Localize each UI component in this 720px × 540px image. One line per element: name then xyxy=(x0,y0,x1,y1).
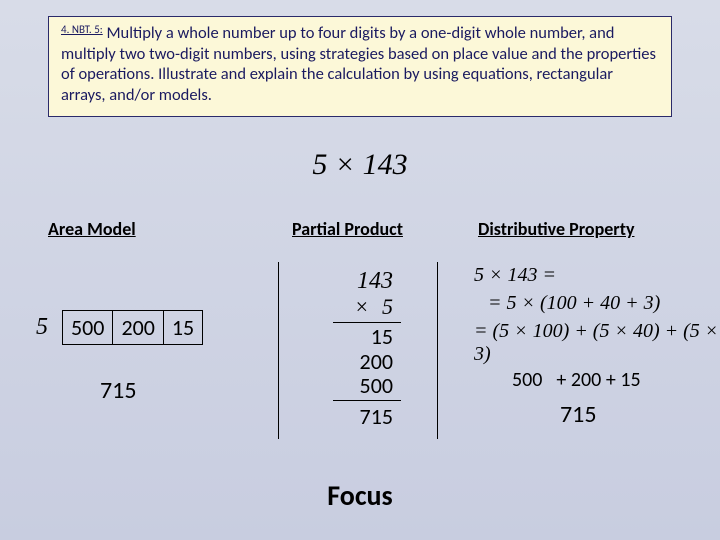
distributive-heading: Distributive Property xyxy=(478,218,634,240)
area-model-heading: Area Model xyxy=(48,218,136,240)
pp-partial: 15 xyxy=(279,325,437,349)
dist-sum-500: 500 xyxy=(512,368,542,392)
times-icon: × xyxy=(356,294,368,319)
area-cell: 500 xyxy=(63,311,113,345)
area-model-total: 715 xyxy=(100,376,137,405)
area-cell: 200 xyxy=(113,311,163,345)
standard-box: 4. NBT. 5: Multiply a whole number up to… xyxy=(48,16,672,117)
focus-label: Focus xyxy=(0,478,720,513)
area-cell: 15 xyxy=(163,311,202,345)
pp-multiplier: 5 xyxy=(382,294,393,319)
pp-multiplicand: 143 xyxy=(279,268,437,294)
main-expression: 5 × 143 xyxy=(0,148,720,182)
pp-total: 715 xyxy=(279,405,437,429)
table-row: 500 200 15 xyxy=(63,311,203,345)
dist-line3: = (5 × 100) + (5 × 40) + (5 × 3) xyxy=(474,320,720,366)
dist-line2: = 5 × (100 + 40 + 3) xyxy=(488,292,660,315)
area-model-table: 500 200 15 xyxy=(62,310,203,345)
dist-line1: 5 × 143 = xyxy=(474,264,556,287)
pp-partial: 200 xyxy=(279,350,437,374)
dist-sum: 500 + 200 + 15 xyxy=(512,368,641,392)
rule-line xyxy=(333,400,401,401)
dist-sum-rest: + 200 + 15 xyxy=(556,368,640,392)
standard-text: Multiply a whole number up to four digit… xyxy=(61,23,656,105)
partial-product-block: 143 ×5 15 200 500 715 xyxy=(278,262,438,439)
standard-code: 4. NBT. 5: xyxy=(61,23,103,36)
pp-partial: 500 xyxy=(279,374,437,398)
area-model-multiplier: 5 xyxy=(36,314,48,341)
dist-total: 715 xyxy=(560,400,597,429)
partial-product-heading: Partial Product xyxy=(292,218,403,240)
pp-multiplier-row: ×5 xyxy=(279,294,437,320)
